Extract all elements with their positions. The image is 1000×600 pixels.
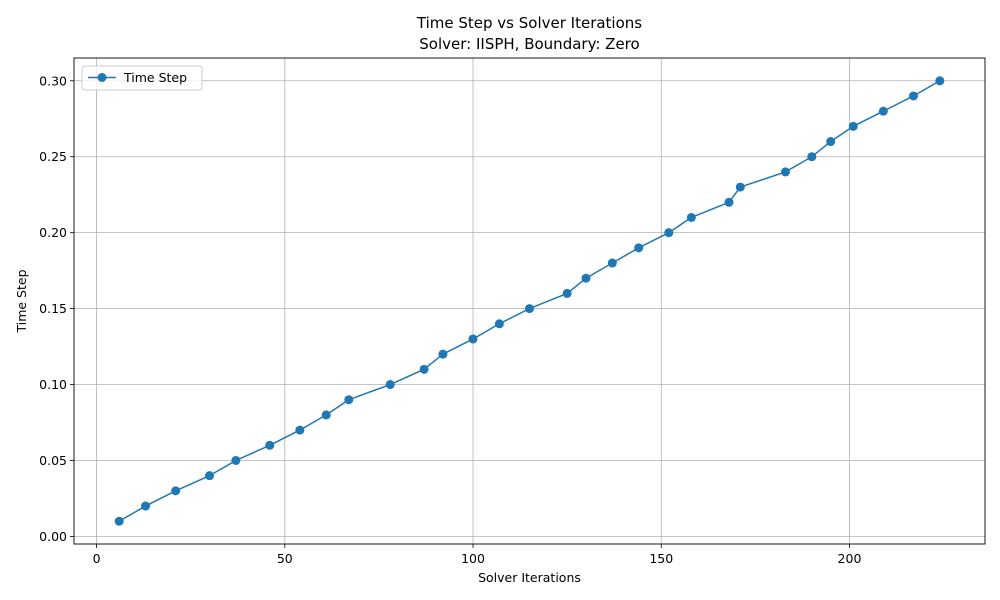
x-axis-label: Solver Iterations bbox=[478, 570, 581, 585]
data-point bbox=[494, 319, 504, 329]
data-point bbox=[878, 106, 888, 116]
axis-ticks: 0 50 100 150 200 0.00 0.05 0.10 0.15 0.20 0.25 0.30 bbox=[39, 73, 861, 566]
data-point bbox=[265, 440, 275, 450]
y-tick-label: 0.15 bbox=[39, 301, 67, 316]
x-tick-label: 0 bbox=[93, 551, 101, 566]
data-point bbox=[114, 516, 124, 526]
data-point bbox=[935, 76, 945, 86]
legend-point-marker bbox=[97, 73, 107, 82]
data-point bbox=[634, 243, 644, 253]
data-point bbox=[607, 258, 617, 268]
y-tick-label: 0.05 bbox=[39, 453, 67, 468]
data-point bbox=[141, 501, 151, 511]
y-tick-label: 0.20 bbox=[39, 225, 67, 240]
series-line bbox=[118, 80, 941, 522]
data-point bbox=[321, 410, 331, 420]
data-point bbox=[780, 167, 790, 177]
y-tick-label: 0.25 bbox=[39, 149, 67, 164]
chart-subtitle: Solver: IISPH, Boundary: Zero bbox=[419, 35, 639, 53]
y-tick-label: 0.10 bbox=[39, 377, 67, 392]
data-point bbox=[826, 137, 836, 147]
data-point bbox=[807, 152, 817, 162]
data-point bbox=[344, 395, 354, 405]
data-point bbox=[295, 425, 305, 435]
plot-area bbox=[73, 57, 986, 545]
data-point bbox=[205, 471, 215, 481]
series-layer bbox=[114, 76, 945, 526]
data-point bbox=[908, 91, 918, 101]
data-point bbox=[664, 228, 674, 238]
legend: Time Step bbox=[81, 65, 203, 91]
grid bbox=[74, 58, 985, 544]
x-tick-label: 150 bbox=[649, 551, 673, 566]
y-tick-label: 0.30 bbox=[39, 73, 67, 88]
data-point bbox=[385, 380, 395, 390]
y-tick-label: 0.00 bbox=[39, 529, 67, 544]
x-tick-label: 50 bbox=[277, 551, 293, 566]
data-point bbox=[848, 121, 858, 131]
data-point bbox=[468, 334, 478, 344]
data-point bbox=[562, 288, 572, 298]
data-point bbox=[231, 455, 241, 465]
data-point bbox=[438, 349, 448, 359]
chart-title: Time Step vs Solver Iterations bbox=[416, 14, 642, 32]
data-point bbox=[686, 212, 696, 222]
data-point bbox=[735, 182, 745, 192]
data-point bbox=[171, 486, 181, 496]
data-point bbox=[419, 364, 429, 374]
legend-box bbox=[81, 65, 203, 91]
x-tick-label: 100 bbox=[461, 551, 485, 566]
x-tick-label: 200 bbox=[838, 551, 862, 566]
data-point bbox=[724, 197, 734, 207]
legend-label: Time Step bbox=[123, 70, 187, 85]
y-axis-label: Time Step bbox=[14, 269, 29, 333]
data-point bbox=[525, 304, 534, 314]
data-point bbox=[581, 273, 591, 283]
